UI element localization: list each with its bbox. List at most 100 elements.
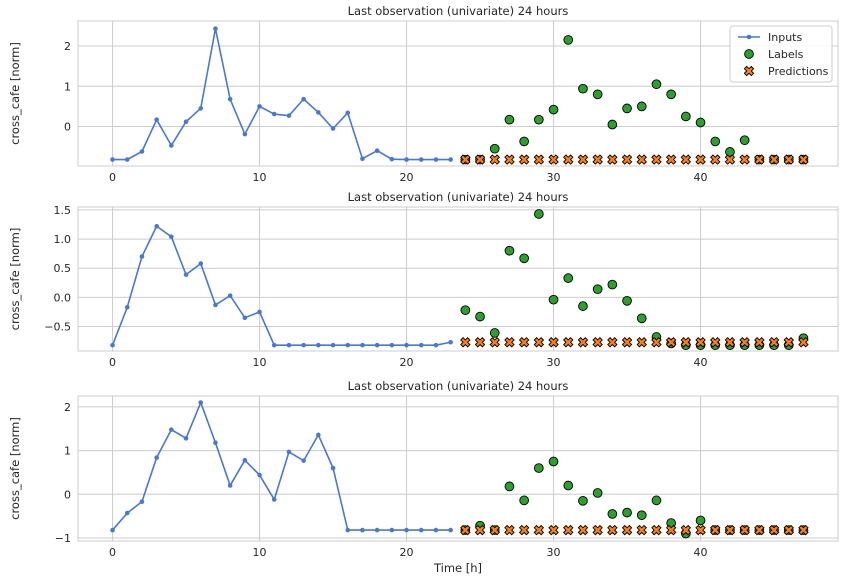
subplot-title: Last observation (univariate) 24 hours [348, 4, 569, 18]
inputs-point [213, 302, 218, 308]
predictions-point [739, 524, 750, 536]
labels-point [563, 273, 574, 283]
axes-frame [77, 20, 839, 167]
inputs-point [169, 234, 174, 240]
predictions-point [592, 524, 603, 536]
inputs-point [330, 465, 336, 471]
predictions-point [798, 337, 809, 348]
predictions-point [724, 337, 736, 348]
subplot-title: Last observation (univariate) 24 hours [348, 379, 569, 393]
y-axis-label: cross_cafe [norm] [8, 42, 22, 145]
inputs-point [183, 436, 189, 441]
labels-point [519, 495, 530, 506]
inputs-point [345, 527, 351, 533]
predictions-point [577, 524, 589, 536]
inputs-point [257, 104, 262, 109]
predictions-point [592, 337, 603, 348]
inputs-point [110, 157, 115, 162]
predictions-point [754, 154, 765, 165]
predictions-point [710, 524, 721, 536]
predictions-point [474, 154, 486, 165]
predictions-point [798, 524, 809, 536]
legend-inputs-marker [746, 34, 752, 40]
inputs-point [360, 342, 365, 348]
inputs-point [242, 315, 248, 321]
inputs-point [389, 527, 395, 533]
inputs-point [242, 457, 248, 463]
inputs-point [374, 148, 380, 153]
inputs-point [448, 339, 453, 345]
legend-predictions-marker [743, 65, 755, 77]
predictions-point [665, 154, 677, 165]
inputs-point [139, 499, 145, 504]
predictions-point [621, 337, 633, 348]
y-tick-label: 0 [64, 121, 71, 134]
inputs-point [213, 440, 218, 446]
subplot-2: 0 10 20 30 40 −0.5 0.0 0.5 1.0 1.5 Last observatio… [8, 190, 839, 369]
labels-point [725, 147, 735, 157]
predictions-point [548, 154, 559, 165]
labels-point [504, 114, 515, 125]
inputs-point [124, 510, 130, 516]
inputs-point [271, 497, 277, 502]
inputs-point [316, 342, 321, 348]
predictions-point [710, 154, 721, 165]
inputs-point [389, 156, 395, 162]
predictions-point [504, 154, 515, 165]
labels-point [666, 89, 677, 100]
inputs-point [286, 449, 292, 455]
labels-point [534, 463, 544, 473]
labels-point [534, 209, 544, 219]
inputs-point [316, 110, 321, 115]
inputs-point [433, 527, 439, 533]
predictions-point [489, 524, 500, 536]
predictions-point [504, 524, 515, 536]
x-tick-label: 30 [547, 171, 561, 184]
inputs-point [360, 156, 365, 162]
predictions-point [621, 524, 633, 536]
labels-point [519, 253, 530, 264]
inputs-point [154, 455, 159, 460]
predictions-point [651, 337, 662, 348]
predictions-point [489, 154, 500, 165]
predictions-point [621, 154, 633, 165]
labels-point [622, 507, 632, 518]
predictions-point [739, 154, 750, 165]
predictions-point [695, 337, 706, 348]
inputs-point [374, 342, 380, 348]
inputs-point [124, 304, 130, 310]
labels-point [592, 284, 603, 295]
subplot-3: 0 10 20 30 40 −1 0 1 2 Last observation (univaria… [8, 379, 839, 575]
predictions-point [724, 524, 736, 536]
inputs-point [169, 427, 174, 432]
labels-point [548, 104, 559, 115]
labels-point [563, 35, 574, 45]
predictions-point [607, 337, 618, 348]
labels-point [636, 101, 647, 112]
inputs-point [198, 261, 204, 266]
predictions-point [768, 154, 780, 165]
legend-frame [729, 25, 833, 83]
x-tick-label: 40 [694, 171, 708, 184]
predictions-point [533, 337, 545, 348]
labels-point [475, 311, 485, 322]
predictions-point [577, 154, 589, 165]
subplot-title: Last observation (univariate) 24 hours [348, 190, 569, 204]
inputs-point [374, 527, 380, 533]
x-tick-label: 0 [109, 171, 116, 184]
labels-point [607, 119, 618, 130]
labels-point [563, 480, 574, 491]
inputs-point [257, 309, 262, 315]
predictions-point [533, 154, 545, 165]
predictions-point [548, 524, 559, 536]
labels-point [739, 135, 750, 146]
inputs-point [183, 272, 189, 277]
inputs-point [124, 157, 130, 162]
labels-point [607, 279, 618, 290]
inputs-point [301, 458, 306, 463]
labels-point [578, 301, 588, 311]
predictions-point [607, 524, 618, 536]
y-tick-label: 1 [64, 445, 71, 458]
inputs-point [330, 126, 336, 131]
